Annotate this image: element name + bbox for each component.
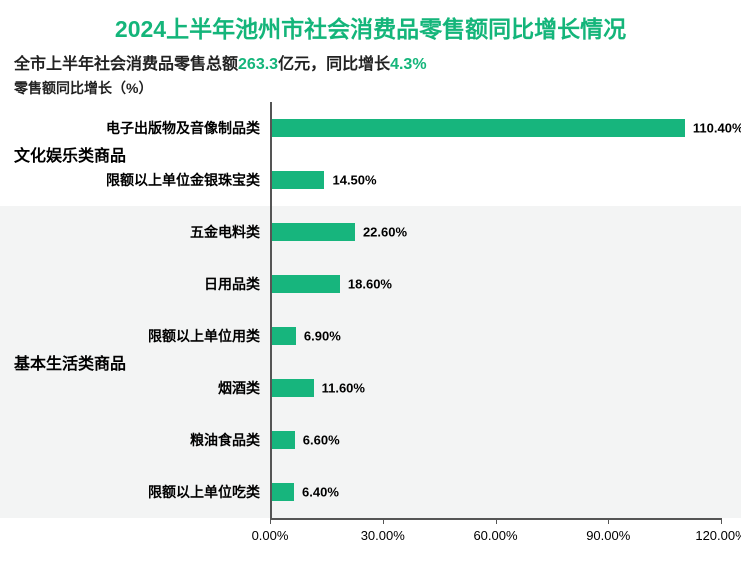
category-label: 烟酒类 [14,378,270,398]
category-label: 限额以上单位吃类 [14,482,270,502]
chart-title: 2024上半年池州市社会消费品零售额同比增长情况 [0,0,741,44]
bar-row: 粮油食品类 6.60% [14,414,741,466]
x-tick-mark [383,518,384,524]
bar-chart: 文化娱乐类商品电子出版物及音像制品类110.40%限额以上单位金银珠宝类14.5… [0,102,741,518]
value-label: 18.60% [348,277,392,292]
x-tick-mark [721,518,722,524]
bar-row: 日用品类 18.60% [14,258,741,310]
bar-row: 五金电料类 22.60% [14,206,741,258]
subtitle-value-1: 263.3 [238,56,278,73]
bar [270,379,314,397]
x-tick-mark [608,518,609,524]
x-tick-label: 120.00% [695,528,741,543]
category-label: 日用品类 [14,274,270,294]
bar-zone: 18.60% [270,258,721,310]
x-tick-label: 60.00% [473,528,517,543]
category-label: 限额以上单位金银珠宝类 [14,170,270,190]
bar-row: 限额以上单位吃类 6.40% [14,466,741,518]
bar [270,223,355,241]
value-label: 6.60% [303,433,340,448]
bar [270,275,340,293]
bar-zone: 6.60% [270,414,721,466]
category-label: 电子出版物及音像制品类 [14,118,270,138]
y-axis-title: 零售额同比增长（%） [0,76,741,102]
bar-zone: 22.60% [270,206,721,258]
bar [270,119,685,137]
category-label: 五金电料类 [14,222,270,242]
bar [270,431,295,449]
value-label: 110.40% [693,121,741,136]
bar-row: 烟酒类 11.60% [14,362,741,414]
chart-subtitle: 全市上半年社会消费品零售总额263.3亿元，同比增长4.3% [0,44,741,76]
x-tick-label: 30.00% [361,528,405,543]
x-tick-label: 90.00% [586,528,630,543]
value-label: 6.40% [302,485,339,500]
subtitle-pre: 全市上半年社会消费品零售总额 [14,56,238,73]
value-label: 6.90% [304,329,341,344]
x-tick-label: 0.00% [252,528,289,543]
bar-row: 限额以上单位用类 6.90% [14,310,741,362]
bar [270,171,324,189]
value-label: 22.60% [363,225,407,240]
chart-group: 基本生活类商品五金电料类22.60%日用品类18.60%限额以上单位用类6.90… [0,206,741,518]
x-tick-mark [270,518,271,524]
bar-zone: 14.50% [270,154,721,206]
bar-zone: 11.60% [270,362,721,414]
bar-row: 电子出版物及音像制品类110.40% [14,102,741,154]
subtitle-mid: 亿元，同比增长 [278,56,390,73]
bar-zone: 110.40% [270,102,721,154]
category-label: 限额以上单位用类 [14,326,270,346]
x-axis: 0.00%30.00%60.00%90.00%120.00% [270,518,721,548]
bar-zone: 6.90% [270,310,721,362]
subtitle-value-2: 4.3% [390,56,426,73]
x-tick-mark [496,518,497,524]
bar [270,327,296,345]
y-axis-line [270,102,272,518]
bar-zone: 6.40% [270,466,721,518]
value-label: 11.60% [322,381,365,396]
bar [270,483,294,501]
bar-row: 限额以上单位金银珠宝类 14.50% [14,154,741,206]
chart-group: 文化娱乐类商品电子出版物及音像制品类110.40%限额以上单位金银珠宝类14.5… [0,102,741,206]
value-label: 14.50% [332,173,376,188]
category-label: 粮油食品类 [14,430,270,450]
